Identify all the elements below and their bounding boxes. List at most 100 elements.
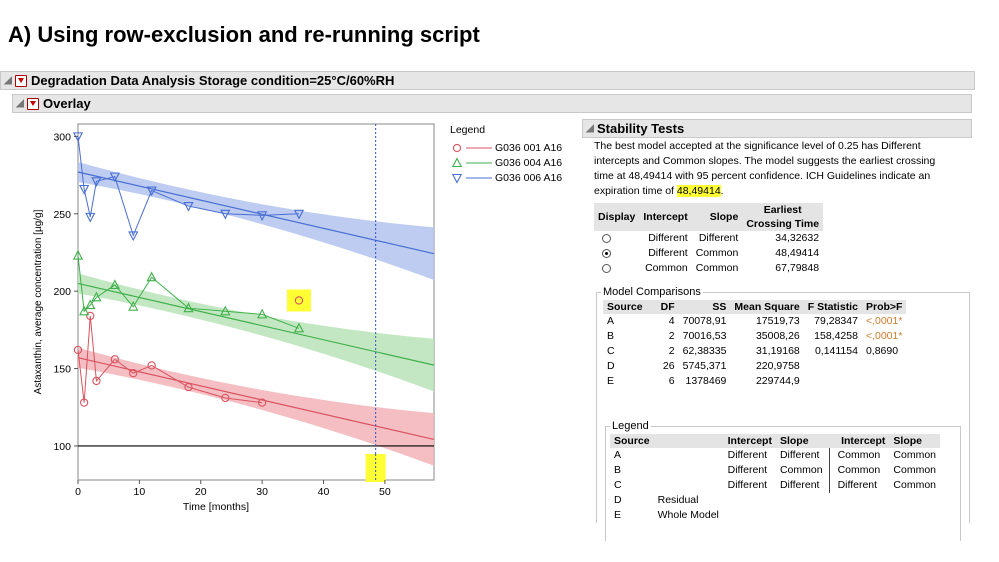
data-point[interactable]: [85, 299, 96, 310]
data-point[interactable]: [91, 177, 102, 187]
lg-slope-1: [776, 493, 829, 508]
display-radio-selected[interactable]: [602, 248, 611, 258]
mc-df: 4: [668, 315, 675, 327]
table-row: B Different Common Common Common: [610, 463, 940, 478]
lg-intercept-2: Common: [828, 448, 890, 463]
mc-ss: 1378469: [685, 375, 727, 387]
data-point[interactable]: [257, 211, 268, 222]
red-triangle-menu-icon[interactable]: [15, 74, 27, 87]
data-point[interactable]: [451, 156, 463, 167]
data-point[interactable]: [129, 369, 138, 378]
data-point[interactable]: [109, 279, 120, 290]
data-point[interactable]: [72, 132, 84, 143]
series-line: [77, 136, 299, 237]
x-tick-label: 20: [195, 486, 207, 498]
data-point[interactable]: [257, 308, 268, 319]
data-point[interactable]: [110, 355, 119, 364]
report-header[interactable]: ◢ Degradation Data Analysis Storage cond…: [0, 71, 975, 90]
overlay-disclosure-icon[interactable]: ◢: [16, 98, 24, 109]
overlay-red-triangle-icon[interactable]: [27, 97, 39, 110]
lg-slope-2: Common: [893, 479, 937, 491]
mc-f-statistic: 79,28347: [814, 315, 858, 327]
regression-line: [77, 282, 435, 366]
lg-label: Residual: [657, 494, 699, 506]
data-point[interactable]: [91, 291, 102, 302]
data-point[interactable]: [451, 173, 463, 184]
data-point[interactable]: [92, 376, 101, 386]
collapse-disclosure-icon[interactable]: ◢: [4, 75, 12, 86]
y-axis-label: Astaxanthin, average concentration [µg/g…: [33, 209, 44, 394]
x-tick-label: 0: [75, 486, 81, 498]
lg-label: [654, 478, 724, 493]
description-text: The best model accepted at the significa…: [594, 140, 936, 197]
data-point[interactable]: [183, 201, 194, 212]
data-point[interactable]: [221, 393, 230, 403]
y-tick-label: 300: [53, 131, 71, 143]
lg-source: D: [614, 494, 622, 506]
data-point[interactable]: [294, 296, 304, 305]
data-point[interactable]: [257, 398, 267, 407]
mc-col-ss: SS: [712, 301, 727, 313]
stability-tests-header[interactable]: ◢ Stability Tests: [582, 119, 972, 138]
display-radio[interactable]: [602, 233, 611, 243]
lg-slope-2: Common: [893, 464, 937, 476]
row-intercept: Different: [648, 247, 688, 259]
x-tick-label: 40: [318, 486, 330, 498]
data-point[interactable]: [79, 184, 90, 195]
lg-col-source: Source: [614, 435, 650, 447]
row-slope: Common: [695, 247, 739, 259]
data-point[interactable]: [72, 249, 84, 260]
excluded-point-highlight: [286, 289, 311, 312]
data-point[interactable]: [293, 209, 305, 220]
data-point[interactable]: [452, 143, 462, 152]
data-point[interactable]: [73, 345, 83, 355]
table-row: Common Common 67,79848: [594, 261, 823, 276]
data-point[interactable]: [79, 398, 89, 407]
table-row: C Different Different Different Common: [610, 478, 940, 493]
data-point[interactable]: [147, 361, 156, 370]
overlay-header[interactable]: ◢ Overlay: [12, 94, 972, 113]
mc-col-df: DF: [660, 301, 675, 313]
series-line: [77, 315, 263, 404]
data-point[interactable]: [293, 322, 305, 333]
mc-mean-square: 229744,9: [755, 375, 800, 387]
table-row: D Residual: [610, 493, 940, 508]
data-point[interactable]: [220, 305, 231, 316]
lg-slope-2: [889, 493, 940, 508]
mc-prob: <,0001*: [865, 315, 903, 327]
row-slope: Different: [698, 232, 739, 244]
lg-label: [654, 463, 724, 478]
data-point[interactable]: [146, 186, 157, 197]
data-point[interactable]: [146, 271, 157, 282]
mc-prob: [862, 359, 907, 374]
stability-disclosure-icon[interactable]: ◢: [586, 123, 594, 134]
data-point[interactable]: [85, 212, 96, 223]
data-point[interactable]: [79, 305, 90, 316]
overlay-title: Overlay: [43, 96, 91, 111]
data-point[interactable]: [86, 311, 95, 321]
data-point[interactable]: [183, 302, 194, 313]
lg-intercept-1: Different: [727, 464, 768, 476]
legend-entry[interactable]: G036 006 A16: [450, 170, 580, 185]
data-point[interactable]: [128, 231, 139, 242]
stability-tests-title: Stability Tests: [597, 121, 685, 136]
legend-entry[interactable]: G036 004 A16: [450, 155, 580, 170]
mc-legend-panel: Legend Source Intercept Slope Intercept …: [605, 420, 961, 541]
lg-source: C: [614, 479, 622, 491]
table-row: A 4 70078,91 17519,73 79,28347 <,0001*: [603, 314, 906, 329]
data-point[interactable]: [128, 300, 139, 311]
row-crossing-time: 48,49414: [775, 247, 820, 259]
display-radio[interactable]: [602, 263, 611, 273]
data-point[interactable]: [220, 209, 231, 220]
legend-label: G036 001 A16: [495, 141, 563, 154]
table-row: E 6 1378469 229744,9: [603, 374, 906, 389]
mc-source: C: [607, 345, 615, 357]
mc-legend-title: Legend: [612, 420, 649, 432]
stability-description: The best model accepted at the significa…: [594, 139, 954, 199]
lg-source: A: [614, 449, 622, 461]
data-point[interactable]: [184, 382, 193, 392]
legend-entry[interactable]: G036 001 A16: [450, 140, 580, 155]
data-point[interactable]: [109, 172, 120, 183]
mc-prob: 0,8690: [865, 345, 899, 357]
confidence-band: [78, 161, 434, 281]
